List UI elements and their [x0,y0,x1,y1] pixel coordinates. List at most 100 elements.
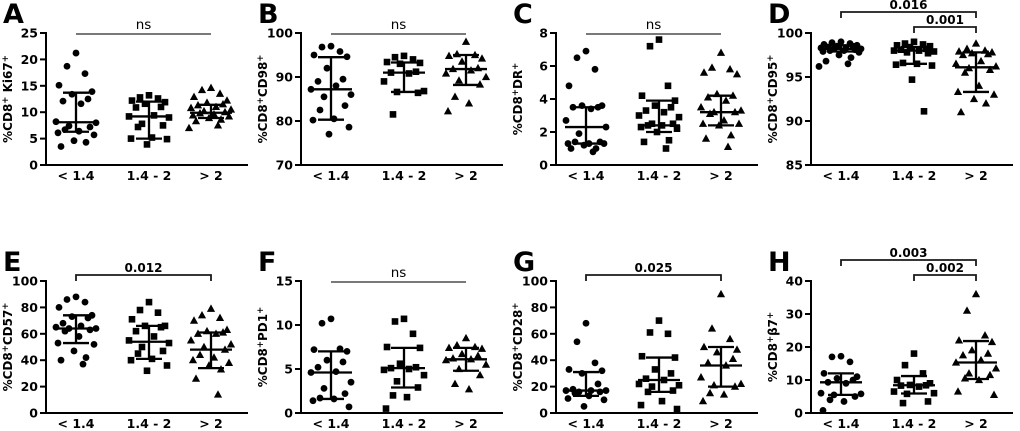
significance-label: 0.012 [125,261,163,275]
y-tick-label: 30 [786,307,804,322]
panel-h-chart: 0 10 20 30 40 %CD8+β7+ < 1.4 1.4 - 2 > 2 0.0030.0… [766,246,1013,431]
significance-label: 0.025 [635,261,673,275]
panel-letter-g: G [513,247,536,278]
x-category-label: > 2 [454,168,478,183]
y-tick-label: 2 [539,125,548,140]
x-category-label: > 2 [964,168,988,183]
y-tick-label: 40 [531,353,549,368]
significance-label: ns [391,17,407,33]
y-tick-label: 40 [21,353,39,368]
panel-b-chart: 70 80 90 100 %CD8+CD98+ < 1.4 1.4 - 2 > 2 ns [256,17,503,183]
panel-letter-h: H [768,247,791,278]
x-category-label: 1.4 - 2 [127,416,172,431]
axes [805,32,1013,166]
median-iqr-error-bar [55,314,97,345]
panel-c-chart: 0 2 4 6 8 %CD8+DR+ < 1.4 1.4 - 2 > 2 ns [511,17,758,183]
median-iqr-error-bar [638,356,680,394]
x-category-label: < 1.4 [58,168,95,183]
x-category-label: 1.4 - 2 [892,168,937,183]
y-axis-label: %CD8+CD57+ [1,303,15,392]
y-tick-label: 60 [531,326,549,341]
y-tick-label: 100 [267,26,293,41]
y-tick-label: 80 [276,114,294,129]
panel-c: C 0 2 4 6 8 %CD8+DR+ < 1.4 1.4 - 2 > 2 ns [510,0,765,215]
x-category-label: < 1.4 [568,416,605,431]
axes [805,280,1013,414]
y-axis-label: %CD8+CD95+ [766,55,780,144]
median-iqr-error-bar [893,374,935,395]
panel-b: B 70 80 90 100 %CD8+CD98+ < 1.4 1.4 - 2 > 2 ns [255,0,510,215]
series-triangle-points [186,304,236,398]
panel-e-chart: 0 20 40 60 80 100 %CD8+CD57+ < 1.4 1.4 - 2 > 2 0.0… [1,261,248,431]
x-category-label: < 1.4 [313,168,350,183]
x-category-label: 1.4 - 2 [637,168,682,183]
significance-label: ns [391,265,407,281]
y-tick-label: 10 [21,105,39,120]
y-tick-label: 20 [531,379,549,394]
y-tick-label: 20 [21,379,39,394]
y-tick-label: 0 [794,406,803,421]
x-category-label: < 1.4 [823,168,860,183]
median-iqr-error-bar [445,53,487,87]
y-axis-label: %CD8+DR+ [511,63,525,136]
y-tick-label: 6 [539,59,548,74]
y-tick-label: 20 [21,52,39,67]
y-axis-label: %CD8+β7+ [766,312,780,382]
median-iqr-error-bar [893,45,935,65]
y-tick-label: 20 [786,340,804,355]
axes [40,280,248,414]
panel-f: F 0 5 10 15 %CD8+PD1+ < 1.4 1.4 - 2 > 2 ns [255,215,510,431]
x-category-label: 1.4 - 2 [127,168,172,183]
series-square-points [125,298,173,375]
panel-a-chart: 0 5 10 15 20 25 %CD8+ Ki67+ < 1.4 1.4 - 2 > 2 ns [1,17,248,183]
x-category-label: 1.4 - 2 [637,416,682,431]
y-tick-label: 90 [276,70,294,85]
x-category-label: 1.4 - 2 [892,416,937,431]
median-iqr-error-bar [383,61,425,94]
median-iqr-error-bar [638,99,680,134]
median-iqr-error-bar [383,346,425,389]
significance-bracket [913,274,977,281]
median-iqr-error-bar [820,372,862,397]
median-iqr-error-bar [190,331,232,370]
significance-bracket [840,11,977,18]
panel-letter-f: F [258,247,277,278]
x-category-label: > 2 [199,416,223,431]
series-square-points [635,36,683,152]
median-iqr-error-bar [190,103,232,120]
y-axis-label: %CD8+ Ki67+ [1,55,15,143]
significance-bracket [75,274,212,281]
median-iqr-error-bar [955,51,997,94]
x-category-label: < 1.4 [313,416,350,431]
y-axis-label: %CD8+PD1+ [256,307,270,388]
axes [40,32,248,166]
significance-label: 0.002 [926,261,964,275]
y-tick-label: 0 [539,158,548,173]
series-circle-points [307,42,355,138]
y-tick-label: 80 [21,300,39,315]
panel-a: A 0 5 10 15 20 25 %CD8+ Ki67+ < 1.4 1.4 - 2 > 2 ns [0,0,255,215]
x-category-label: < 1.4 [568,168,605,183]
y-tick-label: 70 [276,158,294,173]
panel-d: D 85 90 95 100 %CD8+CD95+ < 1.4 1.4 - 2 > 2 0.01… [765,0,1020,215]
y-tick-label: 60 [21,326,39,341]
significance-bracket [913,26,977,33]
significance-label: 0.016 [890,0,928,12]
y-tick-label: 85 [786,158,803,173]
median-iqr-error-bar [565,370,607,397]
series-circle-points [815,38,865,70]
panel-g-chart: 0 20 40 60 80 100 %CD8+CD28+ < 1.4 1.4 - 2 > 2 0.0… [511,261,758,431]
axes [295,32,503,166]
y-tick-label: 25 [21,26,38,41]
median-iqr-error-bar [700,345,742,388]
significance-label: 0.003 [890,246,928,260]
y-tick-label: 100 [522,274,548,289]
x-category-label: 1.4 - 2 [382,416,427,431]
y-tick-label: 5 [29,131,38,146]
median-iqr-error-bar [310,350,352,401]
x-category-label: > 2 [199,168,223,183]
significance-label: ns [646,17,662,33]
